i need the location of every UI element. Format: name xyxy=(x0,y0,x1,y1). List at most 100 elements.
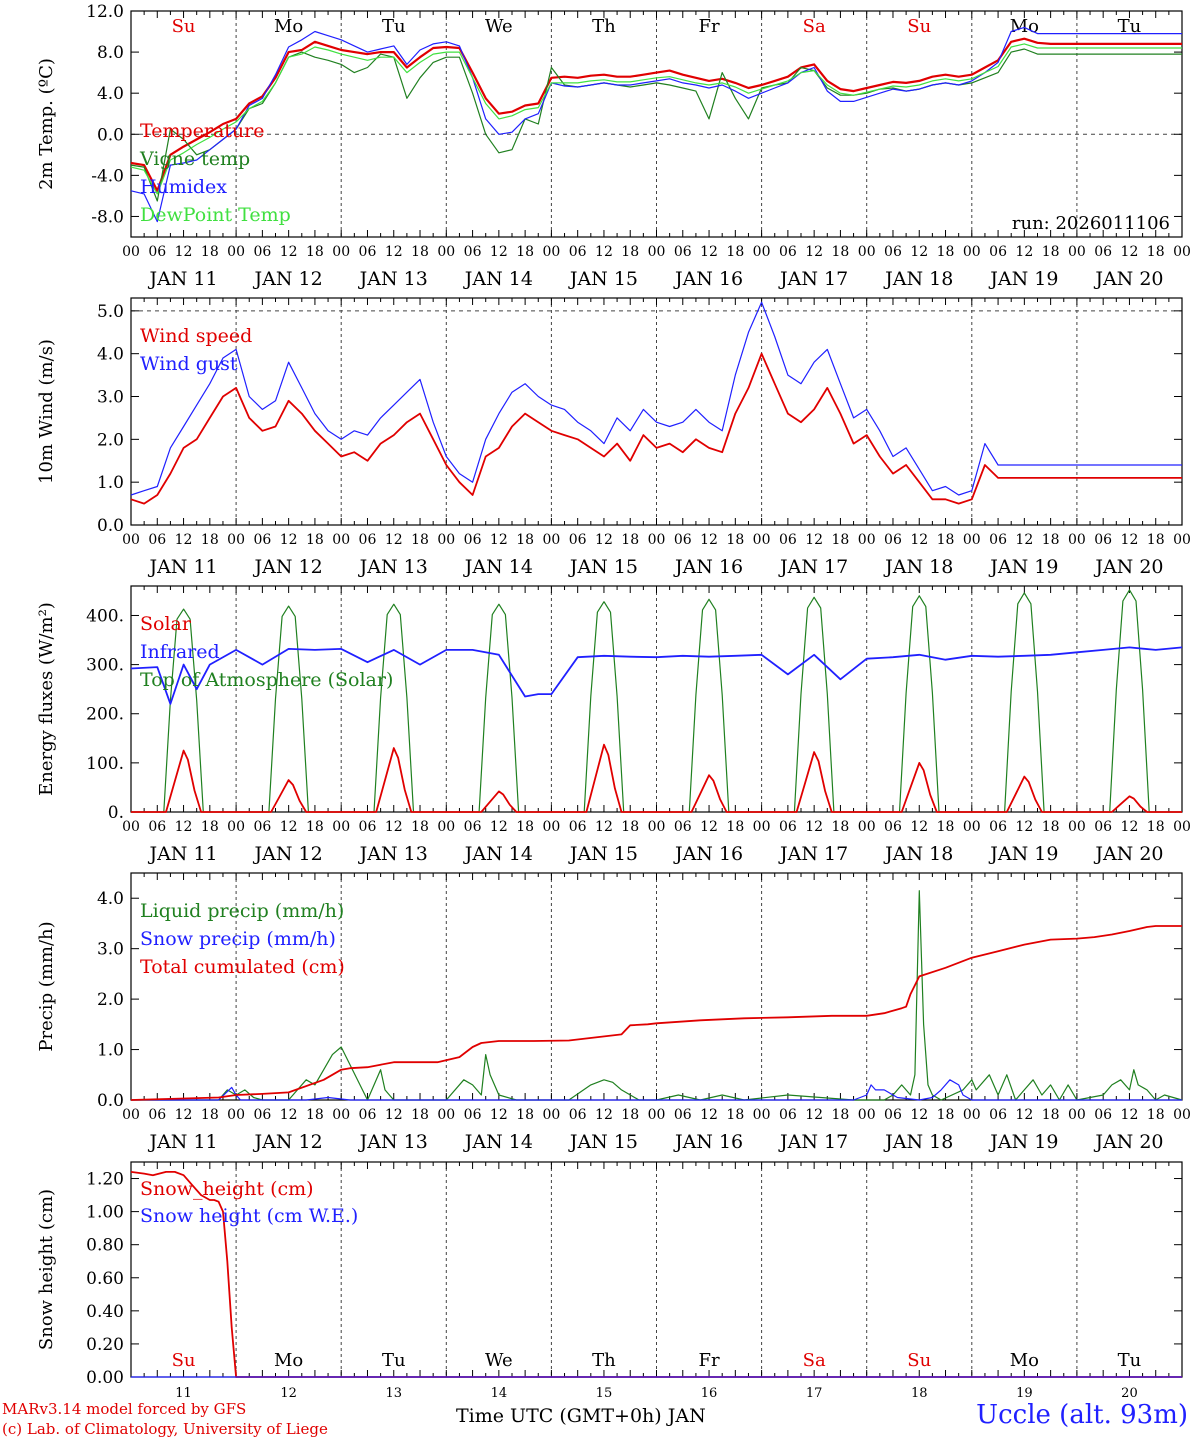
legend-entry: Top of Atmosphere (Solar) xyxy=(140,669,393,691)
hour-tick-label: 18 xyxy=(411,532,429,548)
day-number-label: 14 xyxy=(491,1386,508,1401)
hour-tick-label: 00 xyxy=(437,244,455,260)
run-label: run: 2026011106 xyxy=(1012,213,1170,234)
hour-tick-label: 12 xyxy=(490,244,508,260)
hour-tick-label: 18 xyxy=(937,1107,955,1123)
infrared-line xyxy=(130,646,1183,705)
hour-tick-label: 18 xyxy=(1147,532,1165,548)
hour-tick-label: 12 xyxy=(175,819,193,835)
hour-tick-label: 00 xyxy=(542,1107,560,1123)
hour-tick-label: 06 xyxy=(884,244,902,260)
hour-tick-label: 18 xyxy=(201,244,219,260)
hour-tick-label: 00 xyxy=(122,244,140,260)
date-label: JAN 12 xyxy=(253,1131,323,1153)
hour-tick-label: 00 xyxy=(437,819,455,835)
date-label: JAN 19 xyxy=(988,268,1058,290)
hour-tick-label: 12 xyxy=(805,1107,823,1123)
hour-tick-label: 00 xyxy=(542,244,560,260)
hour-tick-label: 06 xyxy=(779,532,797,548)
hour-tick-label: 18 xyxy=(1042,244,1060,260)
solar-line xyxy=(131,743,1182,813)
date-label: JAN 15 xyxy=(568,843,638,865)
hour-tick-label: 06 xyxy=(989,819,1007,835)
day-name-label: Mo xyxy=(274,16,303,37)
legend-entry: Wind gust xyxy=(140,353,238,375)
day-name-label: Tu xyxy=(1118,16,1142,37)
hour-tick-label: 12 xyxy=(805,532,823,548)
y-tick-label: 8.0 xyxy=(97,43,124,63)
hour-tick-label: 00 xyxy=(1173,532,1191,548)
day-name-label: Mo xyxy=(1010,1350,1039,1371)
series-line-humidex xyxy=(130,26,1182,223)
hour-tick-label: 12 xyxy=(1121,1107,1139,1123)
hour-tick-label: 18 xyxy=(726,819,744,835)
date-label: JAN 12 xyxy=(253,268,323,290)
y-tick-label: 100. xyxy=(86,754,124,774)
panel-flux: 0. 100. 200. 300. 400. Energy fluxes (W/m²) 00… xyxy=(36,585,1191,865)
hour-tick-label: 06 xyxy=(464,819,482,835)
day-name-label: Tu xyxy=(382,1350,406,1371)
y-tick-label: 1.00 xyxy=(86,1203,124,1223)
y-tick-label: 0.20 xyxy=(86,1335,124,1355)
day-name-label: We xyxy=(485,16,513,37)
hour-tick-label: 06 xyxy=(989,1107,1007,1123)
hour-tick-label: 00 xyxy=(437,1107,455,1123)
hour-tick-label: 12 xyxy=(700,1107,718,1123)
date-label: JAN 18 xyxy=(883,556,953,578)
series-line-snow-precip-mm-h- xyxy=(131,1079,1182,1101)
hour-tick-label: 18 xyxy=(937,244,955,260)
hour-tick-label: 00 xyxy=(858,244,876,260)
series-line-temperature xyxy=(130,37,1182,192)
hour-tick-label: 00 xyxy=(437,532,455,548)
hour-tick-label: 00 xyxy=(542,532,560,548)
series-line-wind-gust xyxy=(130,301,1182,496)
date-label: JAN 16 xyxy=(673,843,743,865)
date-label: JAN 15 xyxy=(568,268,638,290)
hour-tick-label: 12 xyxy=(385,244,403,260)
hour-tick-label: 00 xyxy=(648,532,666,548)
date-label: JAN 11 xyxy=(147,843,217,865)
date-label: JAN 20 xyxy=(1093,1131,1163,1153)
hour-tick-label: 12 xyxy=(1121,532,1139,548)
panel-wind: 0.0 1.0 2.0 3.0 4.0 5.0 10m Wind (m/s) 00 06 12 18… xyxy=(36,297,1191,578)
hour-tick-label: 18 xyxy=(516,532,534,548)
series-line-dewpoint-temp xyxy=(130,43,1182,195)
date-label: JAN 20 xyxy=(1093,843,1163,865)
series-line-vigne-temp xyxy=(130,48,1182,202)
y-tick-label: 0.0 xyxy=(97,1091,124,1111)
hour-tick-label: 18 xyxy=(832,532,850,548)
x-axis-title: Time UTC (GMT+0h) JAN xyxy=(456,1405,706,1427)
hour-tick-label: 18 xyxy=(411,244,429,260)
hour-tick-label: 06 xyxy=(253,819,271,835)
hour-tick-label: 18 xyxy=(306,819,324,835)
hour-tick-label: 12 xyxy=(175,244,193,260)
day-name-label: Su xyxy=(172,1350,196,1371)
hour-tick-label: 06 xyxy=(674,819,692,835)
hour-tick-label: 00 xyxy=(753,819,771,835)
hour-tick-label: 12 xyxy=(280,819,298,835)
day-number-label: 12 xyxy=(280,1386,297,1401)
day-name-label: Mo xyxy=(274,1350,303,1371)
date-label: JAN 16 xyxy=(673,268,743,290)
date-label: JAN 17 xyxy=(778,843,848,865)
hour-tick-label: 18 xyxy=(621,1107,639,1123)
hour-tick-label: 18 xyxy=(516,1107,534,1123)
hour-tick-label: 18 xyxy=(832,1107,850,1123)
date-label: JAN 13 xyxy=(358,1131,428,1153)
y-tick-label: 0.0 xyxy=(97,125,124,145)
date-label: JAN 11 xyxy=(147,1131,217,1153)
hour-tick-label: 00 xyxy=(122,819,140,835)
hour-tick-label: 12 xyxy=(595,532,613,548)
hour-tick-label: 18 xyxy=(306,1107,324,1123)
y-tick-label: 300. xyxy=(86,656,124,676)
y-tick-label: 1.20 xyxy=(86,1170,124,1190)
hour-tick-label: 06 xyxy=(253,244,271,260)
y-tick-label: 12.0 xyxy=(86,2,124,22)
series-line-wind-speed xyxy=(130,352,1182,505)
hour-tick-label: 00 xyxy=(1068,532,1086,548)
date-label: JAN 14 xyxy=(463,556,533,578)
hour-tick-label: 12 xyxy=(805,819,823,835)
legend-entry: Snow_height (cm) xyxy=(140,1178,314,1200)
lab-credit: (c) Lab. of Climatology, University of L… xyxy=(2,1420,328,1438)
hour-tick-label: 00 xyxy=(332,1107,350,1123)
